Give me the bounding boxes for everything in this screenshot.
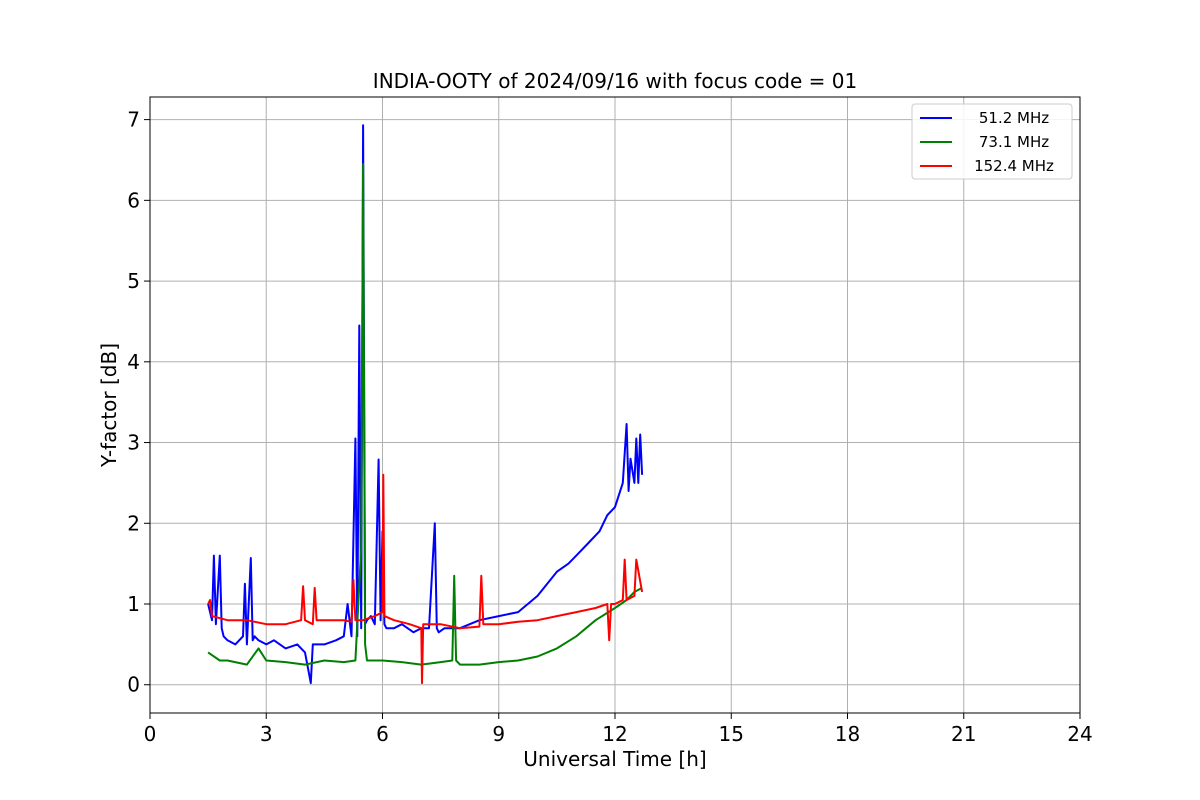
plot-series [207,124,644,685]
x-tick-label: 3 [260,722,273,746]
grid [149,97,1081,713]
y-axis-label: Y-factor [dB] [97,343,121,468]
x-tick-label: 9 [492,722,505,746]
x-tick-label: 21 [951,722,976,746]
x-tick-label: 24 [1067,722,1092,746]
x-tick-label: 18 [835,722,860,746]
legend-box [911,103,1073,180]
series-line-0 [207,124,644,685]
x-tick-label: 0 [144,722,157,746]
series-line-1 [207,163,643,666]
x-axis: 0 3 6 9 12 15 18 21 24 [144,713,1093,746]
legend-label-1: 73.1 MHz [979,133,1049,151]
legend-label-0: 51.2 MHz [979,109,1049,127]
x-tick-label: 6 [376,722,389,746]
y-tick-label: 0 [127,673,140,697]
series-line-2 [207,473,644,685]
chart-title: INDIA-OOTY of 2024/09/16 with focus code… [373,69,857,93]
legend-label-2: 152.4 MHz [974,157,1054,175]
y-tick-label: 5 [127,269,140,293]
x-axis-label: Universal Time [h] [523,747,706,771]
y-tick-label: 6 [127,188,140,212]
x-tick-label: 12 [602,722,627,746]
legend: 51.2 MHz 73.1 MHz 152.4 MHz [911,103,1073,180]
x-tick-label: 15 [719,722,744,746]
y-axis: 0 1 2 3 4 5 6 7 [127,108,150,697]
y-tick-label: 2 [127,511,140,535]
y-tick-label: 4 [127,350,140,374]
y-tick-label: 7 [127,108,140,132]
y-tick-label: 3 [127,431,140,455]
y-tick-label: 1 [127,592,140,616]
